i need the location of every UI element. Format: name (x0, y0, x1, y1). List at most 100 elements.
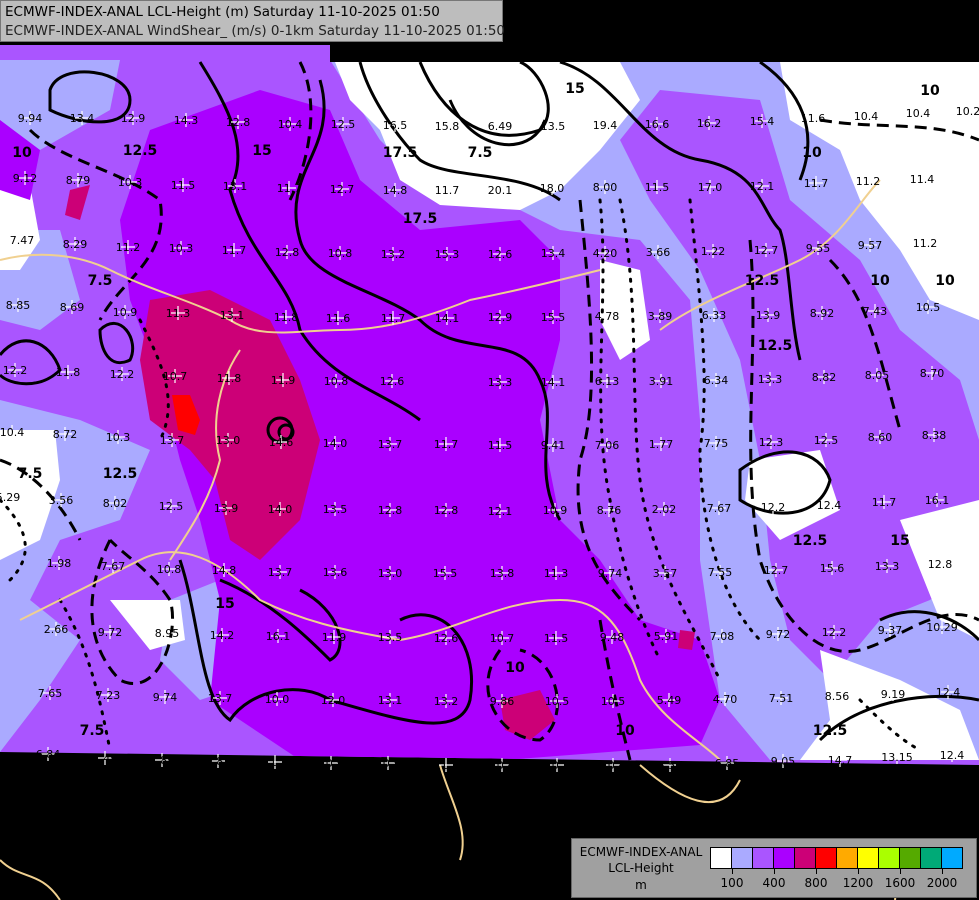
station-cross-icon (861, 174, 875, 188)
station-value: 12.6 (434, 632, 459, 645)
station-value: 7.67 (101, 560, 126, 573)
station-cross-icon (273, 565, 287, 579)
station-marker: 14.1 (435, 311, 460, 325)
white-field-region (780, 62, 979, 320)
station-value: 11.3 (434, 759, 459, 772)
station-value: 11.7 (804, 177, 829, 190)
station-cross-icon (111, 430, 125, 444)
station-marker: 6.49 (488, 119, 512, 133)
legend-swatch (942, 848, 962, 868)
station-value: 14.1 (435, 312, 460, 325)
station-value: 11.5 (171, 179, 196, 192)
station-marker: 12.5 (331, 117, 355, 131)
station-value: 8.05 (865, 369, 890, 382)
station-value: 7.65 (38, 687, 63, 700)
magenta-field-region (500, 690, 555, 740)
station-value: 10.3 (118, 176, 143, 189)
station-cross-icon (598, 246, 612, 260)
station-cross-icon (386, 247, 400, 261)
station-marker: 6.84 (36, 747, 60, 761)
station-marker: 7.51 (769, 691, 793, 705)
station-marker: 9.55 (806, 241, 830, 255)
station-marker: 1.22 (701, 244, 725, 258)
station-marker: 9.74 (598, 566, 622, 580)
legend-tick-label: 2000 (926, 876, 958, 890)
station-cross-icon (101, 688, 115, 702)
station-value: 6.85 (715, 757, 740, 770)
station-marker: 9.72 (766, 627, 790, 641)
station-cross-icon (162, 562, 176, 576)
station-value: 18.0 (540, 182, 565, 195)
station-marker: 18.0 (540, 181, 565, 195)
station-value: 3.56 (49, 494, 74, 507)
station-cross-icon (549, 566, 563, 580)
station-marker: 13.3 (875, 559, 899, 573)
station-value: 13.7 (208, 692, 233, 705)
station-value: 13.1 (223, 180, 248, 193)
station-value: 12.8 (275, 246, 300, 259)
station-marker: 17.0 (698, 180, 723, 194)
station-value: 16.1 (925, 494, 950, 507)
station-cross-icon (383, 630, 397, 644)
station-marker: 1.98 (47, 556, 72, 570)
legend-tick (942, 869, 943, 874)
station-marker: 12.2 (822, 625, 846, 639)
station-marker: 3.89 (648, 309, 672, 323)
station-value: 1.98 (47, 557, 72, 570)
station-cross-icon (718, 692, 732, 706)
station-value: 12.2 (3, 364, 28, 377)
station-marker: 10.4 (906, 106, 930, 120)
station-cross-icon (52, 556, 66, 570)
dotted-contours (0, 198, 922, 752)
station-value: 17.0 (698, 181, 723, 194)
station-value: 10.4 (490, 759, 515, 772)
station-value: 12.6 (488, 248, 513, 261)
station-value: 11.7 (434, 438, 459, 451)
station-value: 8.69 (60, 301, 85, 314)
station-cross-icon (329, 374, 343, 388)
contour-label: 15 (565, 81, 584, 97)
station-marker: 15.5 (541, 310, 565, 324)
legend-swatch (711, 848, 732, 868)
station-value: 11.9 (271, 374, 296, 387)
station-marker: 12.7 (764, 563, 788, 577)
station-marker: 11.3 (166, 306, 190, 320)
station-marker: 11.8 (56, 365, 80, 379)
station-cross-icon (54, 493, 68, 507)
station-value: 8.70 (920, 367, 945, 380)
station-cross-icon (273, 502, 287, 516)
station-cross-icon (650, 180, 664, 194)
title-box: ECMWF-INDEX-ANAL LCL-Height (m) Saturday… (0, 0, 505, 42)
station-marker: 2.66 (44, 622, 68, 636)
station-value: 12.9 (121, 112, 146, 125)
station-value: 8.72 (53, 428, 78, 441)
station-cross-icon (440, 247, 454, 261)
station-cross-icon (439, 694, 453, 708)
station-value: 9.57 (858, 239, 883, 252)
station-cross-icon (381, 756, 395, 770)
station-marker: 13.4 (541, 246, 565, 260)
contour-label: 15 (252, 143, 271, 159)
station-value: 11.6 (326, 312, 351, 325)
station-value: 13.3 (488, 376, 513, 389)
dark-field-region (120, 90, 720, 765)
station-cross-icon (495, 758, 509, 772)
contour-label: 10 (505, 660, 525, 676)
station-cross-icon (811, 241, 825, 255)
station-value: 11.2 (856, 175, 881, 188)
station-marker: 8.95 (155, 626, 179, 640)
station-marker: 6.85 (715, 756, 740, 770)
station-cross-icon (439, 437, 453, 451)
station-value: 9.74 (153, 691, 178, 704)
station-marker: 12.1 (488, 504, 512, 518)
station-cross-icon (283, 117, 297, 131)
contour-label: 10 (935, 273, 955, 289)
station-marker: 12.0 (321, 693, 345, 707)
station-value: 11.6 (801, 112, 826, 125)
station-cross-icon (605, 630, 619, 644)
station-cross-icon (493, 438, 507, 452)
station-cross-icon (545, 181, 559, 195)
station-marker: 13.3 (488, 375, 513, 389)
station-marker: 11.8 (217, 371, 241, 385)
contour-label: 10 (802, 145, 822, 161)
